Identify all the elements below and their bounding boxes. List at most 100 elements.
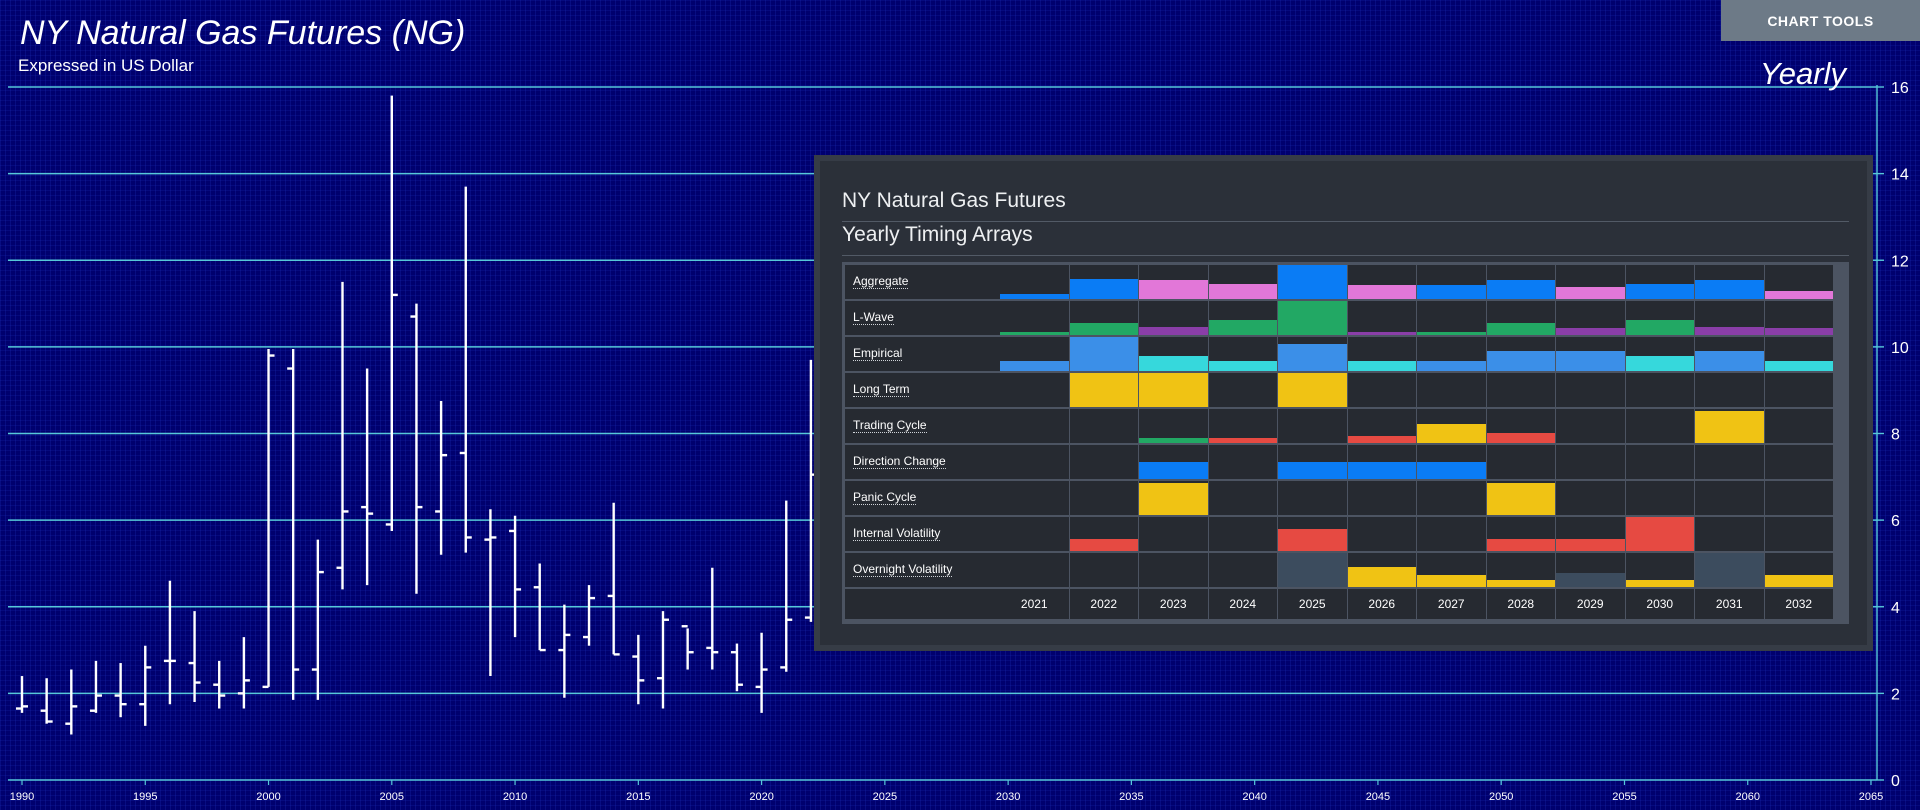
- timing-cell: [1695, 553, 1764, 587]
- timing-level-bar: [1069, 323, 1138, 335]
- ohlc-bar: [435, 401, 448, 555]
- timing-year-label: 2022: [1069, 589, 1138, 619]
- ohlc-bar: [632, 634, 645, 705]
- timing-level-bar: [1556, 287, 1625, 299]
- timing-year-label: 2021: [1000, 589, 1069, 619]
- ohlc-bar: [361, 368, 374, 586]
- timing-level-bar: [1208, 319, 1277, 335]
- timing-level-bar: [1486, 432, 1555, 443]
- timing-cell: [1556, 301, 1625, 335]
- y-tick-label: 0: [1891, 773, 1900, 790]
- timing-cell: [1139, 553, 1208, 587]
- timing-level-bar: [1764, 575, 1833, 587]
- timing-level-bar: [1486, 539, 1555, 551]
- timing-cell: [1556, 517, 1625, 551]
- timing-year-label: 2025: [1278, 589, 1347, 619]
- timing-row-label[interactable]: Direction Change: [845, 445, 1000, 479]
- x-tick-label: 2025: [873, 791, 897, 803]
- ohlc-bar: [287, 349, 300, 700]
- timing-level-bar: [1556, 539, 1625, 551]
- timing-level-bar: [1139, 280, 1208, 299]
- ohlc-bar: [336, 281, 349, 590]
- timing-cell: [1069, 301, 1138, 335]
- timing-row-label[interactable]: Aggregate: [845, 265, 1000, 299]
- timing-cell: [1695, 517, 1764, 551]
- timing-cell: [1486, 337, 1555, 371]
- timing-cell: [1000, 517, 1069, 551]
- timing-cell: [1625, 337, 1694, 371]
- timing-cell: [1139, 481, 1208, 515]
- timing-row-label[interactable]: Empirical: [845, 337, 1000, 371]
- timing-level-bar: [1625, 355, 1694, 371]
- timing-cell: [1278, 517, 1347, 551]
- timing-row-label[interactable]: Trading Cycle: [845, 409, 1000, 443]
- timing-level-bar: [1278, 265, 1347, 299]
- timing-cell: [1347, 265, 1416, 299]
- timing-cell: [1417, 517, 1486, 551]
- timing-row-label[interactable]: Internal Volatility: [845, 517, 1000, 551]
- timing-cell: [1208, 373, 1277, 407]
- y-tick-label: 2: [1891, 686, 1900, 703]
- timing-cell: [1486, 409, 1555, 443]
- timing-level-bar: [1486, 350, 1555, 371]
- timing-row-label[interactable]: L-Wave: [845, 301, 1000, 335]
- timing-cell: [1486, 373, 1555, 407]
- timing-cell: [1069, 409, 1138, 443]
- timing-cell: [1417, 409, 1486, 443]
- ohlc-bar: [65, 669, 78, 735]
- timing-cell: [1069, 445, 1138, 479]
- timing-level-bar: [1069, 539, 1138, 551]
- timing-cell: [1556, 265, 1625, 299]
- timing-row-label[interactable]: Panic Cycle: [845, 481, 1000, 515]
- period-label: Yearly: [1759, 56, 1846, 91]
- timing-row-label[interactable]: Long Term: [845, 373, 1000, 407]
- timing-cell: [1347, 517, 1416, 551]
- timing-cell: [1347, 481, 1416, 515]
- timing-cell: [1695, 265, 1764, 299]
- chart-tools-button[interactable]: CHART TOOLS: [1721, 0, 1920, 41]
- timing-cell: [1278, 265, 1347, 299]
- timing-cell: [1417, 301, 1486, 335]
- timing-cell: [1278, 553, 1347, 587]
- ohlc-bar: [385, 95, 398, 531]
- timing-level-bar: [1764, 328, 1833, 335]
- ohlc-bar: [16, 676, 28, 713]
- timing-level-bar: [1139, 355, 1208, 371]
- timing-cell: [1486, 481, 1555, 515]
- timing-cell: [1347, 337, 1416, 371]
- timing-cell: [1695, 337, 1764, 371]
- timing-cell: [1764, 301, 1833, 335]
- timing-cell: [1069, 265, 1138, 299]
- timing-array-table: Aggregate L-Wave Empirical Long Term Trading…: [842, 262, 1849, 624]
- timing-row-label[interactable]: Overnight Volatility: [845, 553, 1000, 587]
- timing-year-label: 2032: [1764, 589, 1833, 619]
- timing-level-bar: [1695, 553, 1764, 587]
- timing-cell: [1764, 409, 1833, 443]
- timing-row-label-text: Empirical: [853, 346, 903, 361]
- timing-level-bar: [1764, 360, 1833, 371]
- timing-level-bar: [1347, 360, 1416, 371]
- timing-cell: [1486, 301, 1555, 335]
- timing-cell: [1347, 409, 1416, 443]
- timing-level-bar: [1417, 331, 1486, 335]
- x-tick-label: 2000: [256, 791, 280, 803]
- timing-level-bar: [1278, 343, 1347, 371]
- y-tick-label: 14: [1891, 167, 1909, 184]
- timing-arrays-panel: NY Natural Gas Futures Yearly Timing Arr…: [820, 161, 1867, 645]
- timing-cell: [1000, 373, 1069, 407]
- timing-cell: [1069, 553, 1138, 587]
- ohlc-bar: [163, 580, 176, 705]
- ohlc-bar: [509, 515, 522, 638]
- timing-cell: [1208, 553, 1277, 587]
- timing-level-bar: [1139, 373, 1208, 407]
- ohlc-bar: [484, 509, 497, 677]
- timing-level-bar: [1417, 462, 1486, 479]
- x-tick-label: 2030: [996, 791, 1020, 803]
- timing-cell: [1764, 481, 1833, 515]
- timing-row-label-text: Aggregate: [853, 274, 909, 289]
- year-row-blank: [845, 589, 1000, 619]
- timing-level-bar: [1486, 323, 1555, 335]
- timing-level-bar: [1347, 462, 1416, 479]
- timing-cell: [1764, 337, 1833, 371]
- timing-year-label: 2023: [1139, 589, 1208, 619]
